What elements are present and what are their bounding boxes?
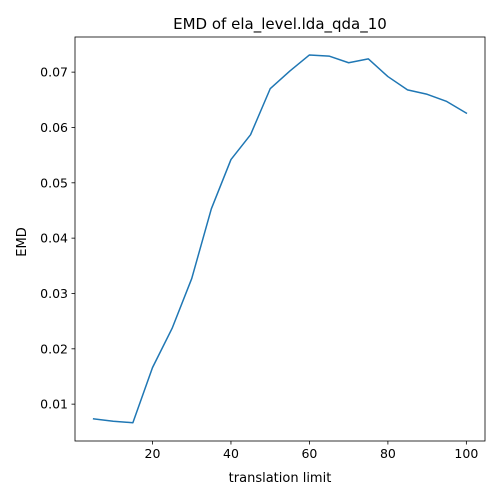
x-tick-label: 100 bbox=[454, 446, 478, 461]
y-axis-label: EMD bbox=[15, 227, 30, 256]
data-point bbox=[446, 101, 448, 103]
data-point bbox=[93, 418, 95, 420]
data-point bbox=[112, 420, 114, 422]
y-tick-label: 0.01 bbox=[40, 397, 68, 412]
y-tick-label: 0.02 bbox=[40, 341, 68, 356]
data-point bbox=[269, 88, 271, 90]
data-point bbox=[309, 54, 311, 56]
y-tick-label: 0.06 bbox=[40, 120, 68, 135]
chart-title: EMD of ela_level.lda_qda_10 bbox=[173, 15, 387, 34]
plot-area: 20 40 60 80 100 0.01 0.02 0.03 0.04 0.05 0.06 0.07 bbox=[40, 36, 486, 461]
data-point bbox=[407, 89, 409, 91]
data-point bbox=[210, 208, 212, 210]
data-point bbox=[367, 58, 369, 60]
data-point bbox=[328, 55, 330, 57]
data-point bbox=[191, 278, 193, 280]
data-point bbox=[171, 327, 173, 329]
y-tick-label: 0.05 bbox=[40, 175, 68, 190]
y-tick-label: 0.03 bbox=[40, 286, 68, 301]
data-point bbox=[465, 112, 467, 114]
y-tick-label: 0.07 bbox=[40, 65, 68, 80]
series-line-1 bbox=[92, 54, 468, 424]
data-point bbox=[387, 76, 389, 78]
data-point bbox=[250, 134, 252, 136]
x-tick-label: 20 bbox=[145, 446, 161, 461]
data-point bbox=[348, 62, 350, 64]
y-tick-label: 0.04 bbox=[40, 231, 68, 246]
data-point bbox=[426, 93, 428, 95]
x-tick-label: 60 bbox=[301, 446, 317, 461]
x-tick-label: 40 bbox=[223, 446, 239, 461]
x-tick-label: 80 bbox=[380, 446, 396, 461]
data-point bbox=[230, 159, 232, 161]
data-point bbox=[289, 70, 291, 72]
x-axis-label: translation limit bbox=[229, 471, 332, 486]
data-point bbox=[152, 367, 154, 369]
plot-frame bbox=[74, 36, 486, 442]
data-point bbox=[132, 422, 134, 424]
